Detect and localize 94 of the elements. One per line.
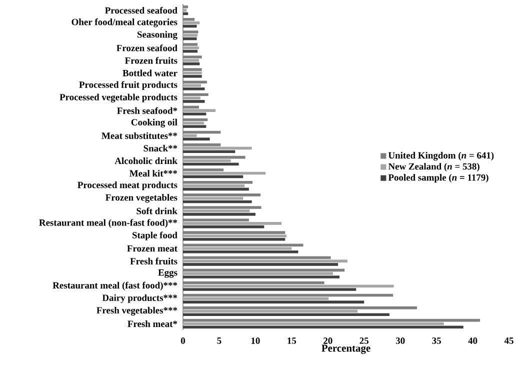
bar — [183, 247, 292, 250]
bar — [183, 234, 287, 238]
bar — [183, 284, 394, 288]
bar — [183, 93, 208, 96]
y-tick-label: Snack** — [144, 144, 178, 152]
bar — [183, 326, 464, 329]
y-tick-label: Frozen vegetables — [106, 194, 178, 203]
bar — [183, 112, 206, 116]
bar — [183, 231, 286, 234]
x-tick-label: 35 — [432, 338, 441, 344]
x-tick-label: 5 — [217, 338, 222, 344]
legend-label: New Zealand (n = 538) — [388, 162, 480, 172]
bar — [183, 150, 236, 153]
y-tick-label: Cooking oil — [131, 118, 178, 128]
bar — [183, 238, 286, 241]
x-tick-label: 10 — [251, 338, 260, 344]
bar — [183, 68, 202, 71]
bar — [183, 5, 188, 8]
y-tick-label: Fresh seafood* — [117, 107, 178, 114]
bar — [183, 222, 282, 225]
bar — [183, 194, 261, 196]
y-tick-label: Fresh fruits — [130, 258, 178, 264]
bar — [183, 59, 199, 62]
bar — [183, 134, 197, 138]
bar — [183, 260, 348, 262]
bar — [183, 138, 210, 140]
bar — [183, 74, 202, 78]
legend-label: Pooled sample (n = 1179) — [388, 174, 488, 183]
y-tick-label: Seasoning — [137, 31, 178, 40]
bar — [183, 24, 197, 28]
bar — [183, 168, 224, 172]
bar — [183, 276, 340, 278]
bar — [183, 72, 202, 74]
bar — [183, 256, 331, 260]
bar — [183, 209, 250, 212]
bar — [183, 156, 246, 159]
bar — [183, 125, 206, 128]
y-tick-label: Processed seafood — [105, 6, 178, 14]
x-tick-label: 0 — [180, 338, 186, 344]
y-tick-label: Meat substitutes** — [102, 132, 178, 139]
bar — [183, 34, 198, 37]
x-tick-label: 40 — [468, 338, 478, 344]
bar — [183, 80, 207, 84]
bar — [183, 88, 205, 90]
bar — [183, 272, 333, 275]
y-tick-label: Eggs — [158, 269, 178, 278]
bar — [183, 122, 204, 125]
bar — [183, 300, 364, 304]
bar — [183, 30, 198, 34]
y-tick-label: Frozen fruits — [124, 57, 178, 64]
x-tick-label: 15 — [288, 338, 296, 344]
bar — [183, 313, 390, 316]
bar — [183, 43, 198, 46]
y-tick-label: Processed vegetable products — [60, 94, 178, 102]
x-tick-label: 30 — [396, 338, 405, 344]
y-tick-label: Dairy products*** — [102, 294, 178, 303]
y-tick-label: Frozen seafood — [116, 44, 178, 52]
y-tick-label: Alcoholic drink — [114, 157, 178, 164]
bar — [183, 18, 195, 21]
y-tick-label: Processed meat products — [78, 182, 178, 190]
x-tick-label: 20 — [324, 338, 332, 344]
bar — [183, 196, 244, 200]
bar — [183, 100, 205, 103]
bar — [183, 50, 198, 53]
bar — [183, 263, 338, 266]
y-tick-label: Fresh vegetables*** — [96, 306, 178, 316]
y-tick-label: Fresh meat* — [128, 320, 178, 328]
y-tick-label: Bottled water — [122, 70, 178, 76]
bar — [183, 244, 304, 247]
bar — [183, 288, 356, 291]
bar — [183, 250, 298, 254]
x-tick-label: 45 — [504, 338, 514, 344]
bar — [183, 159, 231, 162]
bar — [183, 56, 202, 58]
bar — [183, 181, 253, 184]
x-tick-label: 25 — [360, 338, 369, 344]
bar — [183, 218, 249, 222]
x-axis-title: Percentage — [322, 344, 370, 354]
y-tick-label: Frozen meat — [127, 245, 178, 252]
bar — [183, 206, 262, 209]
y-tick-label: Processed fruit products — [79, 81, 178, 90]
bar — [183, 46, 199, 50]
legend-label: United Kingdom (n = 641) — [388, 152, 494, 161]
y-tick-label: Oher food/meal categories — [72, 18, 178, 28]
bar — [183, 109, 216, 112]
bar — [183, 37, 197, 40]
bar — [183, 84, 202, 87]
y-tick-label: Restaurant meal (non-fast food)** — [39, 219, 178, 228]
y-tick-label: Staple food — [132, 232, 178, 240]
bar — [183, 162, 239, 166]
y-tick-label: Meal kit*** — [130, 170, 178, 177]
y-tick-label: Restaurant meal (fast food)*** — [52, 282, 178, 290]
y-tick-label: Soft drink — [136, 208, 178, 214]
bar — [183, 96, 200, 100]
